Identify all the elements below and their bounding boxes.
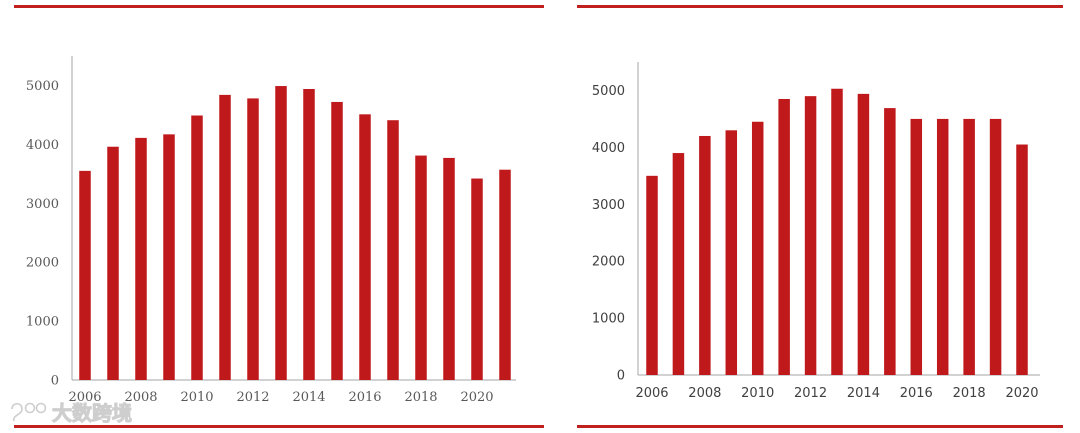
- left-chart-bar: [191, 115, 203, 381]
- left-bar-chart: 0 1000 2000 3000 4000 5000 2006 2008 2010 2012 201…: [26, 56, 516, 405]
- left-chart-bar: [135, 137, 147, 380]
- right-chart-bar: [778, 98, 790, 375]
- left-chart-bar: [219, 94, 231, 380]
- right-chart-bar: [751, 121, 764, 375]
- left-chart-bar: [387, 120, 399, 380]
- left-chart-y-tick-label: 2000: [26, 256, 59, 271]
- left-chart-bar: [163, 134, 175, 380]
- right-chart-x-tick-label: 2006: [635, 386, 668, 401]
- right-chart-x-tick-label: 2010: [741, 386, 774, 401]
- right-chart-bar: [989, 118, 1002, 375]
- right-chart-bar: [672, 153, 685, 375]
- left-chart-x-tick-label: 2010: [180, 390, 213, 405]
- right-chart-x-tick-label: 2008: [688, 386, 721, 401]
- left-chart-bar: [331, 101, 343, 380]
- right-chart-y-tick-label: 1000: [592, 312, 625, 327]
- left-chart-bar: [499, 169, 511, 380]
- right-chart-x-tick-label: 2012: [794, 386, 827, 401]
- right-chart-bar: [725, 130, 738, 375]
- right-chart-y-tick-label: 4000: [592, 141, 625, 156]
- left-chart-x-tick-label: 2006: [68, 390, 101, 405]
- left-chart-x-tick-label: 2018: [404, 390, 437, 405]
- right-chart-bar: [936, 118, 949, 375]
- left-chart-y-tick-label: 1000: [26, 315, 59, 330]
- left-chart-bar: [471, 178, 483, 380]
- left-chart-bar: [303, 88, 315, 381]
- right-chart-bar: [699, 135, 711, 375]
- right-chart-y-tick-label: 3000: [592, 198, 625, 213]
- right-chart-bar: [831, 88, 843, 375]
- right-chart-y-tick-label: 5000: [592, 84, 625, 99]
- right-chart-x-tick-label: 2018: [953, 386, 986, 401]
- right-chart-x-tick-label: 2014: [847, 386, 880, 401]
- right-bottom-rule: [577, 425, 1063, 428]
- watermark: 大数跨境: [11, 401, 133, 426]
- left-chart-x-tick-label: 2020: [460, 390, 493, 405]
- left-chart-bar: [275, 86, 287, 380]
- left-bottom-rule: [14, 425, 544, 428]
- left-chart-x-tick-label: 2008: [124, 390, 157, 405]
- left-chart-bar: [107, 146, 119, 380]
- left-chart-y-tick-label: 4000: [26, 138, 59, 153]
- left-chart-bar: [79, 170, 91, 380]
- left-chart-y-tick-label: 5000: [26, 79, 59, 94]
- watermark-text: 大数跨境: [52, 401, 132, 425]
- right-chart-bar: [963, 118, 975, 375]
- left-chart-x-tick-label: 2014: [292, 390, 325, 405]
- left-chart-y-tick-label: 3000: [26, 197, 59, 212]
- right-bar-chart: 0 1000 2000 3000 4000 5000 2006 2008 2010 2012 201…: [592, 62, 1040, 401]
- left-chart-x-tick-label: 2012: [236, 390, 269, 405]
- right-chart-y-tick-label: 2000: [592, 255, 625, 270]
- right-chart-x-tick-label: 2016: [900, 386, 933, 401]
- right-chart-bar: [884, 108, 896, 375]
- left-chart-bar: [247, 98, 259, 380]
- right-chart-bar: [646, 175, 658, 375]
- watermark-logo-icon: [11, 402, 47, 422]
- left-top-rule: [14, 5, 544, 8]
- right-chart-bar: [1016, 144, 1028, 375]
- right-chart-x-tick-label: 2020: [1005, 386, 1038, 401]
- right-chart-bar: [857, 93, 870, 376]
- left-chart-x-tick-label: 2016: [348, 390, 381, 405]
- right-chart-y-tick-label: 0: [617, 369, 625, 384]
- right-chart-bar: [910, 118, 923, 375]
- left-chart-bar: [443, 157, 455, 380]
- left-chart-bar: [359, 114, 371, 380]
- left-chart-bar: [415, 155, 427, 380]
- left-chart-y-tick-label: 0: [51, 374, 59, 389]
- right-chart-bar: [804, 96, 817, 376]
- right-top-rule: [577, 5, 1063, 8]
